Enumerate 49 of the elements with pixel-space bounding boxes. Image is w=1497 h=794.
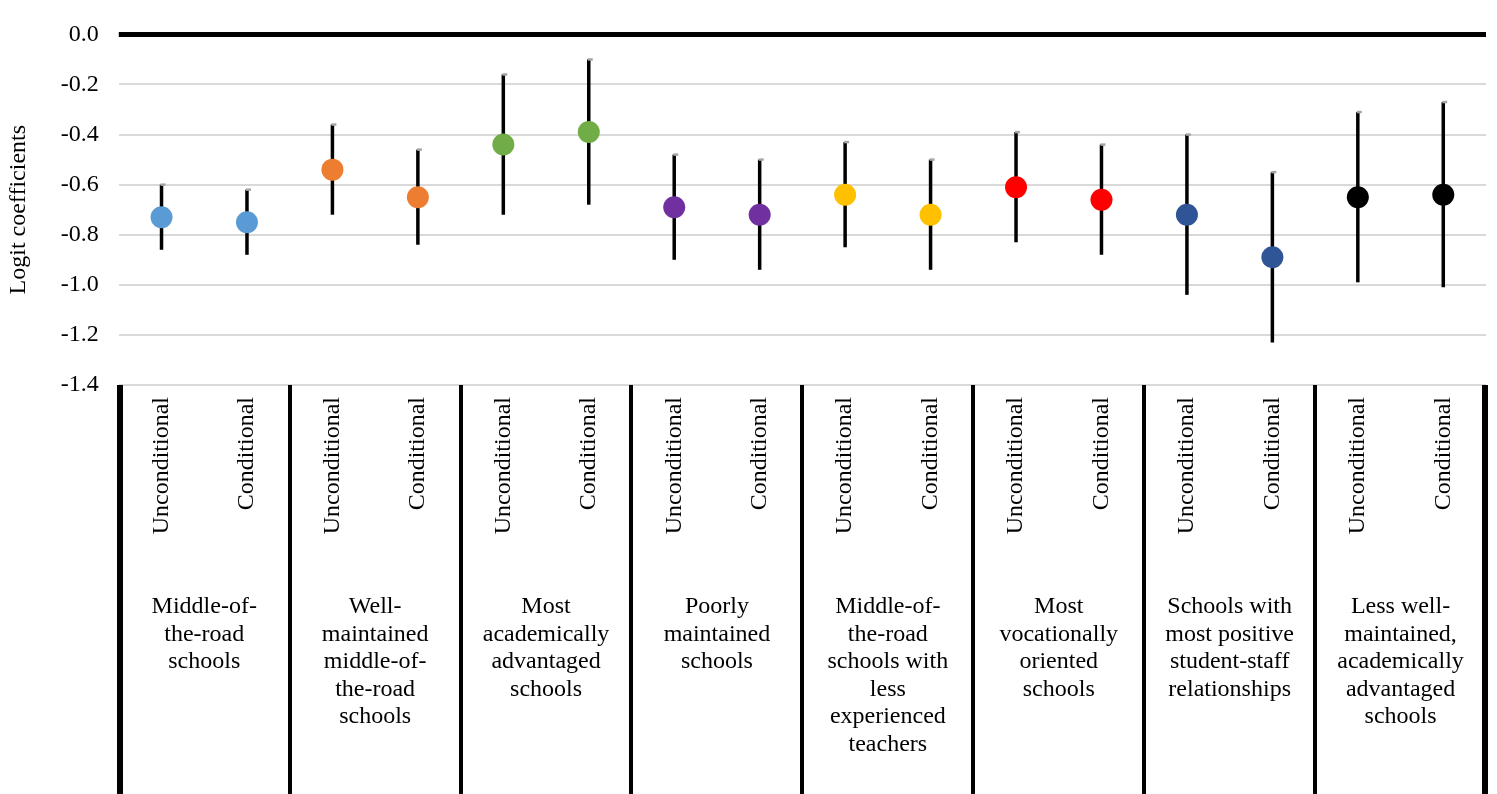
point [919, 203, 942, 226]
text: Schools with most positive student-staff relationships [1165, 592, 1294, 701]
x-tick-label: Unconditional [1172, 396, 1199, 535]
x-tick-label: Conditional [574, 396, 601, 511]
point [1090, 188, 1113, 211]
point [406, 186, 429, 209]
y-tick-label: -1.4 [60, 370, 99, 397]
x-tick-label: Unconditional [146, 396, 173, 535]
point [1175, 203, 1198, 226]
y-tick-label: -1.2 [60, 320, 99, 347]
x-tick-label: Conditional [744, 396, 771, 511]
point [748, 203, 771, 226]
point [1261, 246, 1284, 269]
x-tick-label: Conditional [1086, 396, 1113, 511]
point [834, 183, 857, 206]
y-tick-label: 0.0 [68, 19, 99, 46]
y-tick-label: -1.0 [60, 270, 99, 297]
point [1432, 183, 1455, 206]
y-tick-label: -0.6 [60, 169, 99, 196]
x-tick-label: Conditional [1257, 396, 1284, 511]
x-tick-label: Unconditional [317, 396, 344, 535]
x-tick-label: Conditional [915, 396, 942, 511]
text: Middle-of-the-road schools [151, 592, 257, 674]
y-tick-label: -0.4 [60, 119, 99, 146]
y-tick-label: -0.2 [60, 69, 99, 96]
y-axis-title: Logit coefficients [3, 124, 30, 295]
text: Most vocationally oriented schools [999, 592, 1119, 701]
x-tick-label: Unconditional [488, 396, 515, 535]
point [321, 158, 344, 181]
text: Middle-of-the-road schools with less experienced teachers [827, 592, 949, 756]
point [492, 133, 515, 156]
text: Poorly maintained schools [663, 592, 771, 674]
point [1346, 186, 1369, 209]
text: Most academically advantaged schools [482, 592, 610, 701]
y-tick-label: -0.8 [60, 220, 99, 247]
point [663, 196, 686, 219]
point [1005, 176, 1028, 199]
x-tick-label: Unconditional [659, 396, 686, 535]
point [235, 211, 258, 234]
x-tick-label: Conditional [232, 396, 259, 511]
x-tick-label: Unconditional [1001, 396, 1028, 535]
point [577, 121, 600, 144]
x-tick-label: Conditional [403, 396, 430, 511]
x-tick-label: Conditional [1428, 396, 1455, 511]
text: Less well-maintained, academically advantaged schools [1337, 592, 1464, 729]
x-tick-label: Unconditional [830, 396, 857, 535]
point [150, 206, 173, 229]
text: Well-maintained middle-of-the-road schools [321, 592, 429, 729]
x-tick-label: Unconditional [1343, 396, 1370, 535]
